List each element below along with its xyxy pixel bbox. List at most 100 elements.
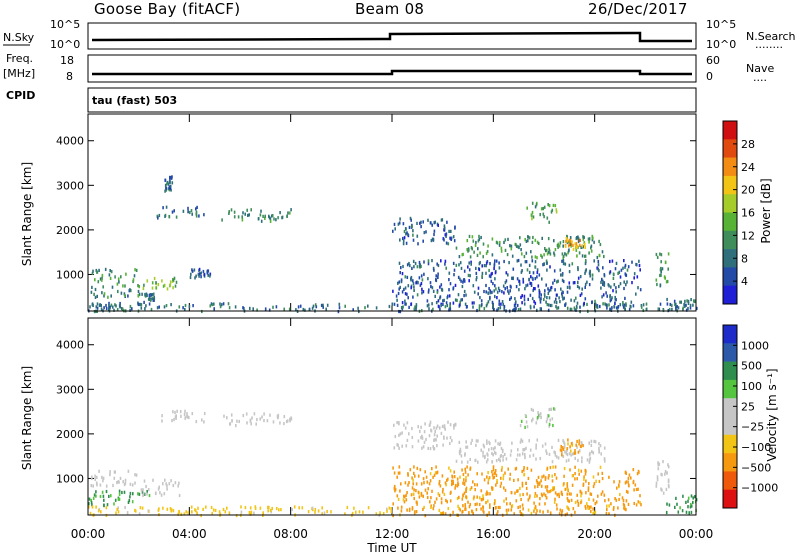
power-cell [615,286,617,290]
power-cell [104,267,107,271]
power-cell [591,277,594,281]
velocity-cell [576,477,578,481]
velocity-cell [449,436,452,440]
time-axis: 00:00 04:00 08:00 12:00 16:00 20:00 00:00 [71,527,714,541]
power-cell [665,280,668,284]
power-cell [100,307,103,311]
velocity-cell [89,511,92,515]
velocity-cell [528,439,530,443]
power-cell [659,268,662,272]
power-cell [432,289,435,293]
power-cell [544,289,546,293]
velocity-cell [502,477,505,481]
power-cell [683,303,685,307]
velocity-cell [540,492,543,496]
power-cell [409,264,411,268]
power-cell [625,303,627,307]
velocity-cell [544,442,547,446]
power-cell [689,303,692,307]
velocity-cell [396,421,398,425]
power-cell [124,294,126,298]
cpid-label: CPID [6,89,35,102]
power-cell [166,287,169,291]
power-cell [192,304,194,308]
power-cell [656,255,659,259]
power-cell [164,189,166,193]
velocity-cell [676,502,678,506]
velocity-cell [495,506,497,510]
velocity-cell [88,502,90,506]
power-cell [105,303,107,308]
velocity-cell [117,510,120,514]
power-cell [114,303,116,307]
power-cell [547,237,550,241]
power-cell [96,302,99,306]
power-cell [505,279,508,283]
power-cell [531,255,533,259]
power-cell [539,213,541,217]
power-cell [538,295,541,299]
nsearch-tick-bottom: 10^0 [706,38,736,51]
power-cell [540,253,542,257]
power-cell [158,305,160,309]
velocity-cell [685,510,688,514]
power-cell [552,281,554,285]
power-cell [610,298,613,302]
power-cell [421,287,423,291]
velocity-cell [577,450,580,454]
power-cell [415,305,418,309]
power-cell [427,259,430,263]
power-cell [445,232,448,236]
velocity-cell [118,489,121,493]
velocity-cell [405,493,407,497]
velocity-cell [525,446,527,450]
power-cell [599,242,602,247]
power-cell [521,269,523,273]
velocity-cell [394,434,397,439]
velocity-cell [113,470,116,474]
velocity-cell [594,440,597,444]
velocity-cell [407,483,409,487]
power-cell [545,261,548,265]
velocity-cell [591,450,593,454]
power-cell [322,303,324,307]
velocity-cell [458,495,460,499]
power-cell [423,231,426,235]
velocity-cell [475,443,477,447]
power-cell [540,297,542,301]
power-cell [473,290,476,294]
velocity-cell [563,466,566,471]
velocity-cell [438,426,441,430]
power-cell [290,208,292,212]
velocity-cell [423,505,425,509]
power-cell [544,294,546,298]
velocity-cell [465,507,467,511]
power-cell [486,260,489,264]
velocity-cell [499,441,502,445]
power-cell [630,300,633,304]
power-cell [153,297,156,301]
power-cell [145,304,147,308]
velocity-cell [540,484,543,488]
velocity-cell [194,508,196,512]
velocity-cell [487,492,489,496]
velocity-cell [434,500,436,504]
power-cell [518,282,521,286]
power-cell [530,283,533,287]
velocity-cell [601,490,604,494]
power-cell [196,205,198,209]
power-cell [591,234,594,238]
velocity-cell [128,498,131,503]
power-cell [499,240,501,245]
power-cell [603,283,606,287]
power-cell [443,298,445,302]
velocity-cell [544,476,547,480]
power-cell [526,268,529,272]
power-cell [546,252,549,256]
power-cell [569,242,571,246]
power-cell [264,307,267,311]
power-cell [557,306,560,310]
power-cell [433,268,435,272]
power-cell [189,275,192,280]
power-cell [400,306,403,310]
